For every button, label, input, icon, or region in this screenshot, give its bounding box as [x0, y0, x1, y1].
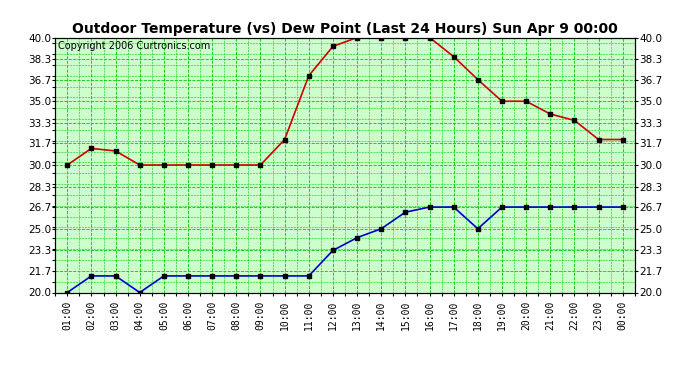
- Text: Copyright 2006 Curtronics.com: Copyright 2006 Curtronics.com: [58, 41, 210, 51]
- Title: Outdoor Temperature (vs) Dew Point (Last 24 Hours) Sun Apr 9 00:00: Outdoor Temperature (vs) Dew Point (Last…: [72, 22, 618, 36]
